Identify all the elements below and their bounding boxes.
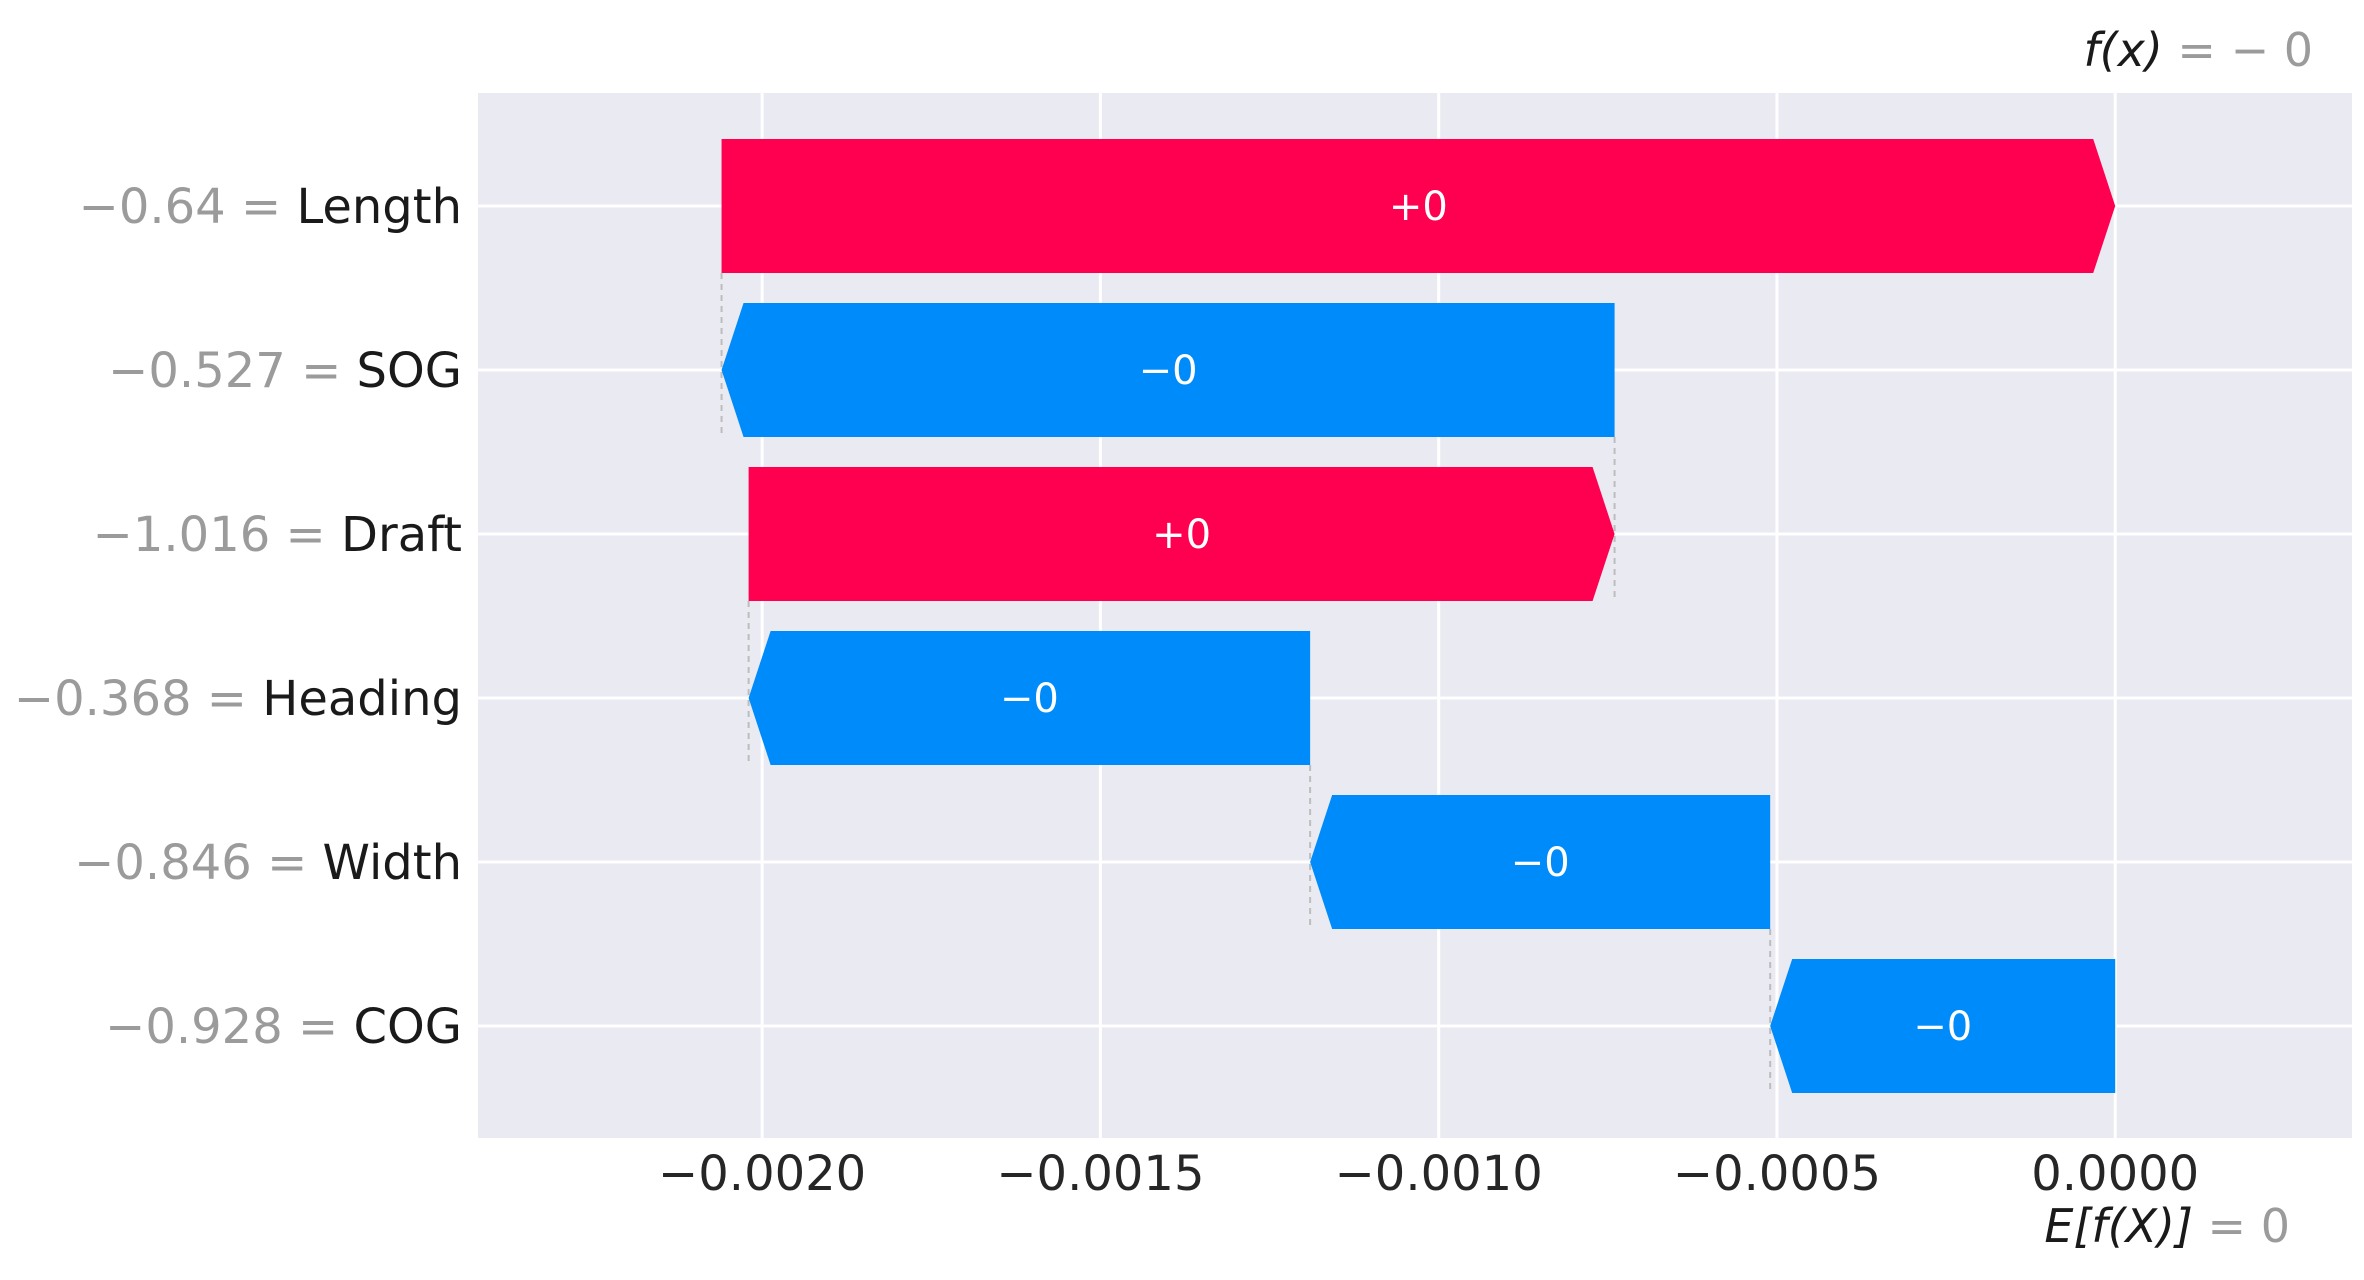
feature-name: SOG (357, 343, 462, 399)
feature-name: Width (323, 835, 462, 891)
expected-value-annotation: E[f(X)] = 0 (2044, 1199, 2290, 1253)
feature-value: −0.64 = (79, 179, 297, 235)
bar-length (721, 139, 2116, 273)
y-tick-label: −0.64 = Length (79, 179, 462, 235)
bar-heading (748, 631, 1311, 765)
y-tick-label: −0.527 = SOG (108, 343, 462, 399)
x-tick-label: 0.0000 (2031, 1146, 2199, 1202)
y-tick-label: −0.846 = Width (74, 835, 462, 891)
feature-name: Draft (341, 507, 462, 563)
bar-draft (748, 467, 1615, 601)
fx-value: = − 0 (2163, 23, 2313, 77)
feature-value: −0.368 = (14, 671, 262, 727)
y-tick-label: −1.016 = Draft (93, 507, 462, 563)
bar-value-label: −0 (1511, 840, 1570, 886)
y-tick-label: −0.928 = COG (105, 999, 462, 1055)
bar-value-label: −0 (1000, 676, 1059, 722)
fx-annotation: f(x) = − 0 (2083, 23, 2313, 77)
bar-width (1310, 795, 1771, 929)
efx-name: E[f(X)] (2044, 1199, 2193, 1253)
bars: +0 −0 +0 −0 −0 −0 (721, 139, 2116, 1093)
feature-name: Heading (262, 671, 462, 727)
fx-label: f(x) = − 0 (2083, 23, 2313, 77)
x-tick-label: −0.0015 (996, 1146, 1204, 1202)
bar-sog (721, 303, 1615, 437)
feature-value: −1.016 = (93, 507, 341, 563)
x-tick-label: −0.0020 (658, 1146, 866, 1202)
x-tick-label: −0.0005 (1673, 1146, 1881, 1202)
x-tick-label: −0.0010 (1335, 1146, 1543, 1202)
feature-value: −0.928 = (105, 999, 353, 1055)
y-tick-label: −0.368 = Heading (14, 671, 462, 727)
feature-name: COG (354, 999, 463, 1055)
fx-name: f(x) (2083, 23, 2162, 77)
bar-value-label: −0 (1139, 348, 1198, 394)
x-axis-tick-labels: −0.0020 −0.0015 −0.0010 −0.0005 0.0000 (658, 1146, 2199, 1202)
feature-value: −0.527 = (108, 343, 356, 399)
efx-label: E[f(X)] = 0 (2044, 1199, 2290, 1253)
bar-value-label: +0 (1152, 512, 1211, 558)
connector-lines (720, 273, 1772, 1093)
feature-name: Length (296, 179, 462, 235)
bar-value-label: −0 (1913, 1004, 1972, 1050)
efx-value: = 0 (2193, 1199, 2290, 1253)
bar-cog (1770, 959, 2116, 1093)
bar-value-label: +0 (1389, 184, 1448, 230)
feature-value: −0.846 = (74, 835, 322, 891)
y-axis-labels: −0.64 = Length −0.527 = SOG −1.016 = Draft… (14, 179, 462, 1055)
